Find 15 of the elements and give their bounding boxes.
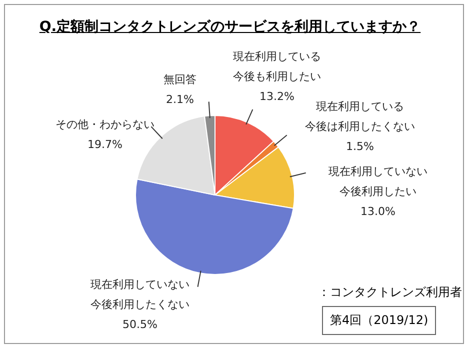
chart-title: Q.定額制コンタクトレンズのサービスを利用していますか？: [38, 18, 422, 36]
slice-label: 現在利用していない今後利用したい: [328, 164, 428, 198]
data-label: 19.7%: [88, 138, 122, 151]
slice-label: 無回答: [164, 72, 196, 86]
slice-label: 現在利用している今後も利用したい: [233, 50, 321, 83]
text: 第4回（2019/12): [322, 306, 436, 335]
slice-label: 現在利用している今後は利用したくない: [305, 100, 415, 133]
data-label: 13.2%: [260, 90, 294, 103]
data-label: 2.1%: [166, 92, 194, 106]
slice-label: 現在利用していない今後利用したくない: [90, 278, 190, 311]
data-label: 13.0%: [360, 204, 396, 218]
data-label: 1.5%: [346, 140, 374, 153]
text: ：コンタクトレンズ利用者: [318, 284, 462, 301]
slice-label: その他・わからない: [56, 118, 154, 131]
data-label: 50.5%: [122, 318, 158, 331]
